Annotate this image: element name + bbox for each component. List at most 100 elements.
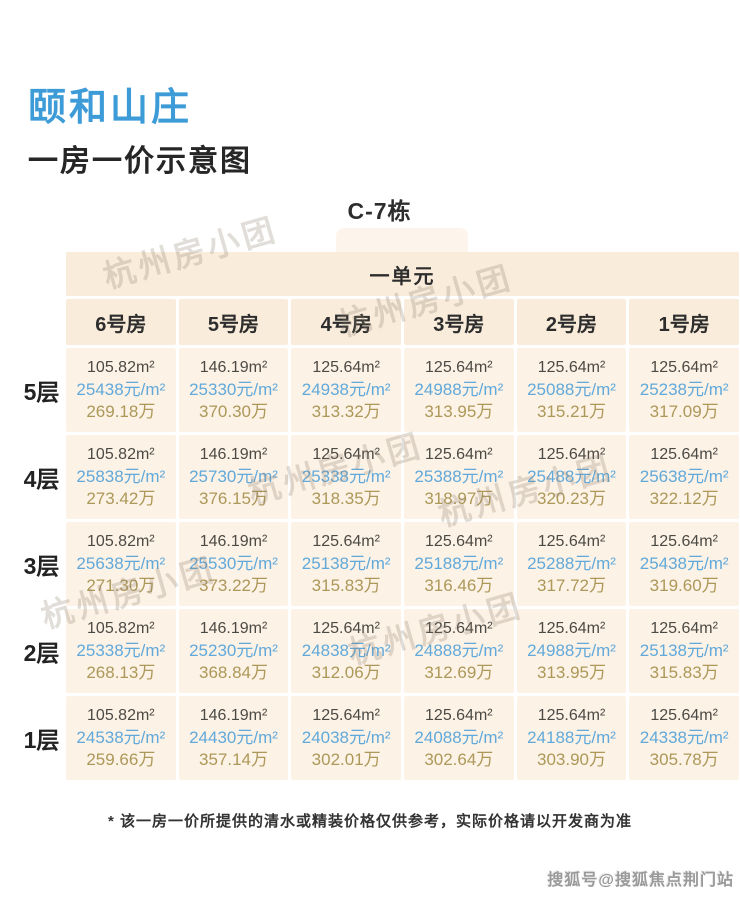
total-price-value: 313.95万 bbox=[424, 402, 494, 421]
price-cell: 125.64m² 24988元/m² 313.95万 bbox=[403, 348, 514, 432]
room-header: 6号房 bbox=[66, 299, 176, 345]
unit-price-value: 24888元/m² bbox=[414, 641, 504, 660]
floor-row: 3层 105.82m² 25638元/m² 271.30万 146.19m² 25530元… bbox=[20, 522, 739, 606]
total-price-value: 317.72万 bbox=[536, 576, 606, 595]
area-value: 125.64m² bbox=[425, 707, 493, 724]
area-value: 125.64m² bbox=[425, 446, 493, 463]
total-price-value: 303.90万 bbox=[536, 750, 606, 769]
total-price-value: 313.32万 bbox=[311, 402, 381, 421]
area-value: 125.64m² bbox=[312, 707, 380, 724]
price-table: 一单元 6号房 5号房 4号房 3号房 2号房 1号房 5层 105.82m² 25438元/… bbox=[20, 252, 739, 780]
unit-price-value: 25838元/m² bbox=[76, 467, 166, 486]
unit-price-value: 25730元/m² bbox=[189, 467, 278, 486]
price-cell: 125.64m² 24938元/m² 313.32万 bbox=[291, 348, 401, 432]
unit-price-value: 24430元/m² bbox=[189, 728, 278, 747]
unit-price-value: 25488元/m² bbox=[527, 467, 616, 486]
price-cell: 125.64m² 25138元/m² 315.83万 bbox=[291, 522, 401, 606]
floor-row: 5层 105.82m² 25438元/m² 269.18万 146.19m² 25330元… bbox=[20, 348, 739, 432]
price-cell: 125.64m² 24888元/m² 312.69万 bbox=[403, 609, 514, 693]
unit-price-value: 25438元/m² bbox=[639, 554, 729, 573]
total-price-value: 320.23万 bbox=[536, 489, 606, 508]
price-cell: 105.82m² 25338元/m² 268.13万 bbox=[66, 609, 176, 693]
project-title: 颐和山庄 bbox=[28, 87, 193, 129]
total-price-value: 302.01万 bbox=[311, 750, 381, 769]
area-value: 105.82m² bbox=[87, 446, 155, 463]
unit-price-value: 24038元/m² bbox=[301, 728, 391, 747]
unit-price-value: 24088元/m² bbox=[414, 728, 504, 747]
floor-label: 2层 bbox=[23, 640, 60, 666]
unit-price-value: 25238元/m² bbox=[639, 380, 729, 399]
floor-label: 4层 bbox=[23, 466, 60, 492]
price-cell: 125.64m² 24088元/m² 302.64万 bbox=[403, 696, 514, 780]
area-value: 125.64m² bbox=[650, 533, 718, 550]
total-price-value: 315.83万 bbox=[311, 576, 381, 595]
price-cell: 125.64m² 25438元/m² 319.60万 bbox=[629, 522, 739, 606]
area-value: 125.64m² bbox=[312, 359, 380, 376]
floor-row: 2层 105.82m² 25338元/m² 268.13万 146.19m² 25230元… bbox=[20, 609, 739, 693]
area-value: 125.64m² bbox=[537, 359, 606, 376]
unit-price-value: 25288元/m² bbox=[527, 554, 616, 573]
area-value: 125.64m² bbox=[425, 620, 493, 637]
unit-price-value: 25638元/m² bbox=[639, 467, 729, 486]
price-cell: 105.82m² 25638元/m² 271.30万 bbox=[66, 522, 176, 606]
area-value: 125.64m² bbox=[537, 707, 606, 724]
area-value: 125.64m² bbox=[650, 620, 718, 637]
footnote: * 该一房一价所提供的清水或精装价格仅供参考，实际价格请以开发商为准 bbox=[107, 813, 632, 830]
total-price-value: 370.30万 bbox=[198, 402, 268, 421]
area-value: 105.82m² bbox=[87, 620, 155, 637]
total-price-value: 315.21万 bbox=[536, 402, 606, 421]
price-cell: 125.64m² 25388元/m² 318.97万 bbox=[403, 435, 514, 519]
unit-price-value: 24938元/m² bbox=[301, 380, 391, 399]
unit-price-value: 24538元/m² bbox=[76, 728, 166, 747]
area-value: 125.64m² bbox=[650, 707, 718, 724]
area-value: 105.82m² bbox=[87, 533, 155, 550]
area-value: 125.64m² bbox=[650, 446, 718, 463]
price-cell: 146.19m² 24430元/m² 357.14万 bbox=[178, 696, 289, 780]
price-cell: 125.64m² 25188元/m² 316.46万 bbox=[403, 522, 514, 606]
area-value: 146.19m² bbox=[199, 359, 268, 376]
unit-price-value: 24988元/m² bbox=[414, 380, 504, 399]
total-price-value: 315.83万 bbox=[649, 663, 719, 682]
unit-price-value: 25138元/m² bbox=[301, 554, 391, 573]
floor-label: 1层 bbox=[23, 727, 60, 753]
area-value: 125.64m² bbox=[537, 533, 606, 550]
area-value: 125.64m² bbox=[425, 533, 493, 550]
spacer bbox=[20, 252, 63, 296]
price-cell: 125.64m² 25488元/m² 320.23万 bbox=[516, 435, 627, 519]
price-cell: 146.19m² 25230元/m² 368.84万 bbox=[178, 609, 289, 693]
unit-price-value: 25138元/m² bbox=[639, 641, 729, 660]
room-header: 5号房 bbox=[178, 299, 289, 345]
total-price-value: 319.60万 bbox=[649, 576, 719, 595]
sohu-watermark: 搜狐号@搜狐焦点荆门站 bbox=[547, 872, 734, 889]
price-cell: 125.64m² 25638元/m² 322.12万 bbox=[629, 435, 739, 519]
price-cell: 105.82m² 25438元/m² 269.18万 bbox=[66, 348, 176, 432]
room-header: 1号房 bbox=[629, 299, 739, 345]
total-price-value: 318.35万 bbox=[311, 489, 381, 508]
spacer bbox=[20, 299, 63, 345]
area-value: 105.82m² bbox=[87, 707, 155, 724]
total-price-value: 302.64万 bbox=[424, 750, 494, 769]
price-cell: 125.64m² 25338元/m² 318.35万 bbox=[291, 435, 401, 519]
total-price-value: 317.09万 bbox=[649, 402, 719, 421]
total-price-value: 316.46万 bbox=[424, 576, 494, 595]
price-cell: 146.19m² 25530元/m² 373.22万 bbox=[178, 522, 289, 606]
area-value: 146.19m² bbox=[199, 707, 268, 724]
area-value: 105.82m² bbox=[87, 359, 155, 376]
price-cell: 125.64m² 24188元/m² 303.90万 bbox=[516, 696, 627, 780]
total-price-value: 318.97万 bbox=[424, 489, 494, 508]
building-title: C-7栋 bbox=[347, 198, 412, 224]
area-value: 125.64m² bbox=[537, 446, 606, 463]
unit-price-value: 25388元/m² bbox=[414, 467, 504, 486]
total-price-value: 376.15万 bbox=[198, 489, 268, 508]
unit-price-value: 25638元/m² bbox=[76, 554, 166, 573]
unit-price-value: 24188元/m² bbox=[527, 728, 616, 747]
total-price-value: 313.95万 bbox=[536, 663, 606, 682]
unit-price-value: 25230元/m² bbox=[189, 641, 278, 660]
unit-band: 一单元 bbox=[66, 252, 739, 296]
unit-price-value: 25338元/m² bbox=[76, 641, 166, 660]
area-value: 125.64m² bbox=[312, 446, 380, 463]
floor-row: 4层 105.82m² 25838元/m² 273.42万 146.19m² 25730元… bbox=[20, 435, 739, 519]
room-header: 3号房 bbox=[403, 299, 514, 345]
area-value: 146.19m² bbox=[199, 620, 268, 637]
